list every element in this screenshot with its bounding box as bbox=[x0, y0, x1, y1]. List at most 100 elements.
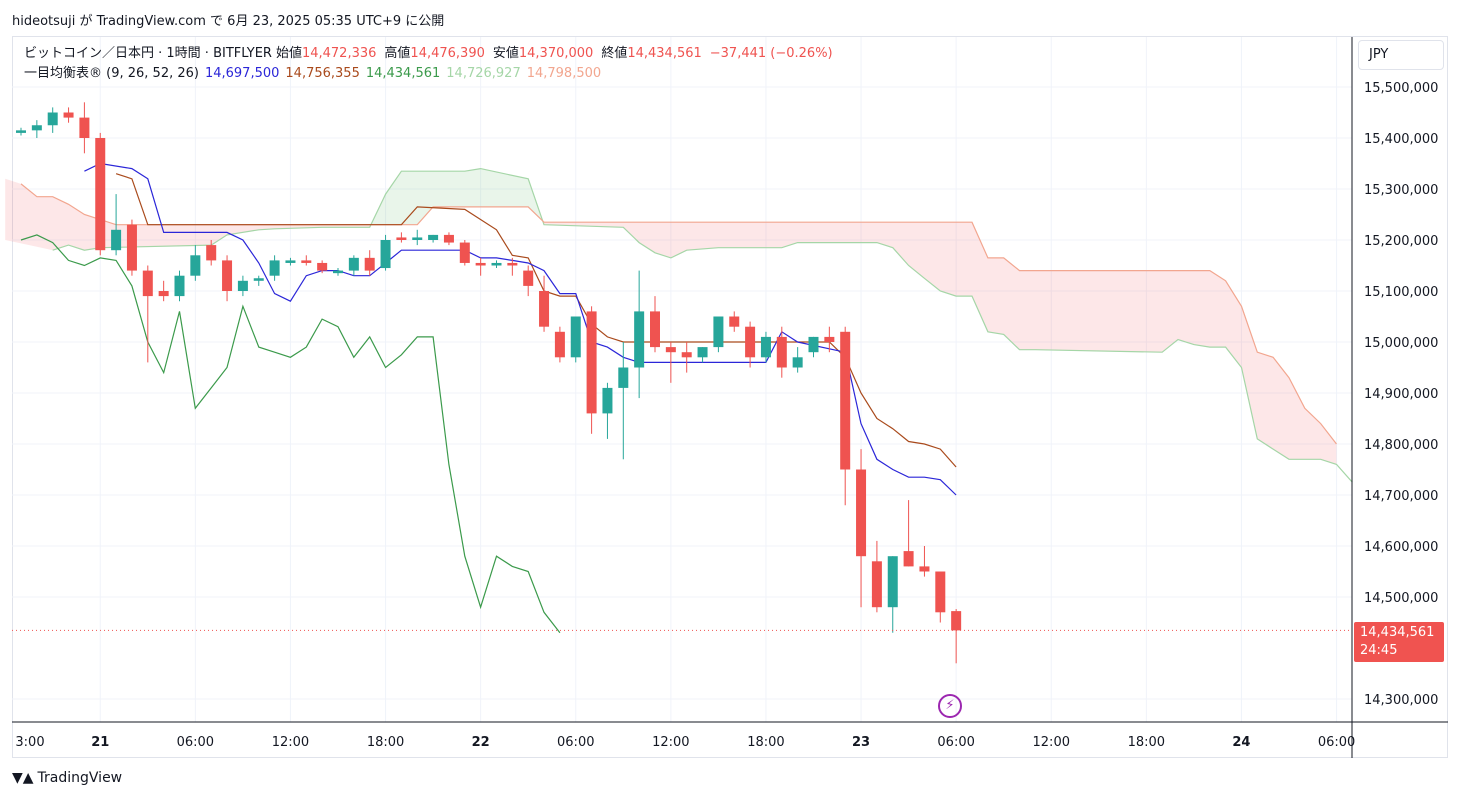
candle-down bbox=[79, 117, 90, 138]
candle-down bbox=[681, 352, 692, 358]
legend-symbol[interactable]: ビットコイン／日本円 · 1時間 · BITFLYER bbox=[24, 46, 272, 61]
y-tick-label: 15,500,000 bbox=[1364, 81, 1438, 96]
candle-down bbox=[475, 262, 486, 266]
grid-layer bbox=[12, 37, 1352, 722]
legend-close-label: 終値 bbox=[601, 46, 628, 61]
legend-close: 14,434,561 bbox=[627, 46, 702, 61]
candle-down bbox=[317, 262, 328, 271]
candle-down bbox=[871, 561, 882, 608]
currency-selector[interactable]: JPY bbox=[1358, 40, 1444, 70]
y-tick-label: 14,300,000 bbox=[1364, 693, 1438, 708]
legend-kijun: 14,756,355 bbox=[285, 66, 360, 81]
x-tick-label: 06:00 bbox=[1318, 735, 1355, 750]
x-tick-label: 12:00 bbox=[1033, 735, 1070, 750]
legend-change: −37,441 (−0.26%) bbox=[709, 46, 833, 61]
candle-down bbox=[158, 291, 169, 297]
legend-chikou: 14,434,561 bbox=[365, 66, 441, 81]
candle-up bbox=[887, 556, 898, 608]
candle-down bbox=[729, 316, 740, 327]
kijun-sen-line bbox=[115, 173, 957, 468]
x-tick-label: 06:00 bbox=[937, 735, 974, 750]
candle-up bbox=[713, 316, 724, 348]
candle-up bbox=[285, 260, 296, 263]
x-tick-label: 18:00 bbox=[1128, 735, 1165, 750]
candle-up bbox=[237, 280, 248, 291]
candle-up bbox=[333, 270, 343, 274]
lightning-icon[interactable]: ⚡ bbox=[938, 694, 962, 718]
candle-down bbox=[935, 571, 946, 613]
candle-up bbox=[190, 255, 201, 276]
senkou-span-b-line bbox=[20, 183, 1337, 445]
candle-down bbox=[206, 245, 217, 261]
y-tick-label: 15,000,000 bbox=[1364, 336, 1438, 351]
candle-down bbox=[443, 234, 454, 243]
candle-down bbox=[951, 611, 962, 631]
candle-down bbox=[776, 336, 787, 368]
x-tick-label: 12:00 bbox=[652, 735, 689, 750]
candle-up bbox=[634, 311, 645, 368]
candle-up bbox=[16, 130, 26, 133]
candle-down bbox=[745, 326, 756, 358]
y-tick-label: 14,700,000 bbox=[1364, 489, 1438, 504]
y-tick-label: 14,600,000 bbox=[1364, 540, 1438, 555]
x-tick-label: 18:00 bbox=[367, 735, 404, 750]
ichimoku-lines bbox=[20, 162, 1353, 634]
candle-down bbox=[364, 257, 375, 271]
y-tick-label: 14,800,000 bbox=[1364, 438, 1438, 453]
candle-down bbox=[95, 138, 106, 251]
candle-down bbox=[126, 224, 137, 271]
candle-down bbox=[554, 331, 565, 358]
y-tick-label: 15,300,000 bbox=[1364, 183, 1438, 198]
candle-down bbox=[586, 311, 597, 414]
candle-up bbox=[570, 316, 581, 358]
candle-down bbox=[919, 566, 930, 572]
candle-up bbox=[412, 237, 423, 240]
candle-up bbox=[697, 347, 708, 358]
x-tick-label: 12:00 bbox=[272, 735, 309, 750]
candle-down bbox=[222, 260, 233, 291]
y-tick-label: 14,900,000 bbox=[1364, 387, 1438, 402]
candle-up bbox=[253, 278, 264, 281]
candle-up bbox=[491, 262, 502, 266]
last-price-tag: 14,434,561 24:45 bbox=[1354, 622, 1444, 662]
cloud-bearish bbox=[5, 178, 371, 251]
x-tick-label: 18:00 bbox=[747, 735, 784, 750]
y-tick-label: 14,500,000 bbox=[1364, 591, 1438, 606]
candle-down bbox=[396, 237, 407, 240]
legend-low-label: 安値 bbox=[492, 46, 519, 61]
legend-indicator-name[interactable]: 一目均衡表® (9, 26, 52, 26) bbox=[24, 66, 199, 81]
candle-down bbox=[63, 112, 74, 118]
candle-down bbox=[142, 270, 153, 297]
candle-down bbox=[459, 242, 470, 263]
axes: 15,500,000 15,400,000 15,300,000 15,200,000… bbox=[12, 37, 1448, 758]
header-bar: hideotsuji が TradingView.com で 6月 23, 20… bbox=[0, 0, 1462, 36]
x-tick-label: 24 bbox=[1232, 735, 1250, 750]
legend-high-label: 高値 bbox=[384, 46, 411, 61]
footer-brand-text: TradingView bbox=[37, 770, 123, 786]
legend-open-label: 始値 bbox=[275, 46, 302, 61]
legend-tenkan: 14,697,500 bbox=[204, 66, 280, 81]
legend-ohlc-row: ビットコイン／日本円 · 1時間 · BITFLYER 始値14,472,336 高… bbox=[24, 44, 839, 64]
chikou-span-line bbox=[20, 234, 561, 634]
legend-high: 14,476,390 bbox=[410, 46, 485, 61]
candle-up bbox=[380, 240, 391, 269]
cloud-bearish bbox=[542, 220, 1337, 465]
candle-up bbox=[31, 125, 42, 131]
footer-brand[interactable]: ▼▲ TradingView bbox=[12, 770, 122, 786]
x-tick-label: 22 bbox=[472, 735, 490, 750]
candle-up bbox=[428, 234, 439, 240]
tenkan-sen-line bbox=[84, 162, 957, 496]
legend-indicator-row: 一目均衡表® (9, 26, 52, 26) 14,697,500 14,756,3… bbox=[24, 64, 839, 84]
candle-down bbox=[840, 331, 851, 470]
candle-down bbox=[824, 336, 835, 342]
bar-countdown: 24:45 bbox=[1360, 643, 1398, 658]
candle-up bbox=[618, 367, 629, 388]
candle-down bbox=[507, 262, 518, 266]
candle-down bbox=[301, 260, 312, 263]
legend-senkou-b: 14,798,500 bbox=[526, 66, 602, 81]
candle-up bbox=[602, 387, 613, 414]
candle-up bbox=[808, 336, 819, 353]
tradingview-logo-icon: ▼▲ bbox=[12, 770, 34, 786]
chart-frame[interactable] bbox=[12, 36, 1448, 758]
